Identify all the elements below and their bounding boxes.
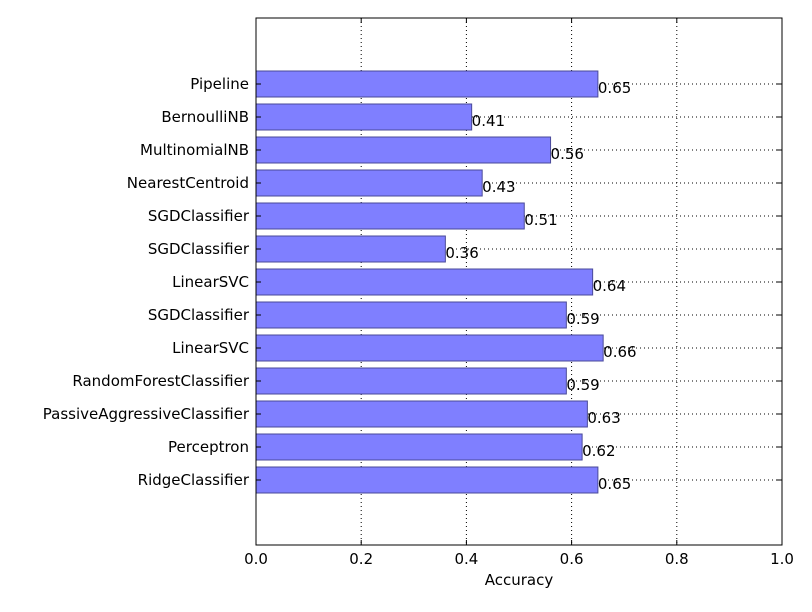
- x-axis-ticks: 0.0 0.2 0.4 0.6 0.8 1.0: [244, 18, 794, 568]
- bar-value-label: 0.66: [603, 343, 636, 361]
- bar: [255, 136, 552, 164]
- bar: [255, 466, 599, 494]
- x-tick-label: 0.0: [244, 550, 268, 568]
- bar: [255, 268, 594, 296]
- bar-value-label: 0.59: [566, 310, 599, 328]
- bar-value-label: 0.64: [593, 277, 626, 295]
- bar: [255, 400, 588, 428]
- bar: [255, 334, 604, 362]
- x-tick-label: 0.8: [665, 550, 689, 568]
- bar-value-label: 0.41: [472, 112, 505, 130]
- y-tick-label: MultinomialNB: [140, 141, 249, 159]
- bar-value-label: 0.65: [598, 79, 631, 97]
- bar: [255, 103, 473, 131]
- x-axis-title: Accuracy: [485, 571, 554, 589]
- y-tick-label: RidgeClassifier: [138, 471, 250, 489]
- y-tick-label: SGDClassifier: [148, 207, 250, 225]
- bar: [255, 235, 446, 263]
- bar-value-label: 0.59: [566, 376, 599, 394]
- value-labels: 0.65 0.41 0.56 0.43 0.51 0.36 0.64 0.590.660.59…: [445, 79, 636, 493]
- bar-value-label: 0.51: [524, 211, 557, 229]
- bar: [255, 169, 483, 197]
- bar-value-label: 0.63: [587, 409, 620, 427]
- y-tick-label: LinearSVC: [172, 339, 249, 357]
- bars: [255, 70, 604, 494]
- bar: [255, 202, 525, 230]
- bar: [255, 433, 583, 461]
- y-tick-label: RandomForestClassifier: [72, 372, 249, 390]
- bar-value-label: 0.36: [445, 244, 478, 262]
- bar: [255, 70, 599, 98]
- y-tick-label: SGDClassifier: [148, 240, 250, 258]
- bar: [255, 301, 567, 329]
- bar-value-label: 0.62: [582, 442, 615, 460]
- y-tick-label: PassiveAggressiveClassifier: [43, 405, 250, 423]
- y-tick-label: SGDClassifier: [148, 306, 250, 324]
- bar-value-label: 0.43: [482, 178, 515, 196]
- bar-value-label: 0.65: [598, 475, 631, 493]
- x-tick-label: 1.0: [770, 550, 794, 568]
- bar: [255, 367, 567, 395]
- y-tick-label: BernoulliNB: [161, 108, 249, 126]
- x-tick-label: 0.2: [349, 550, 373, 568]
- y-tick-label: NearestCentroid: [127, 174, 249, 192]
- x-tick-label: 0.4: [454, 550, 478, 568]
- x-tick-label: 0.6: [560, 550, 584, 568]
- bar-value-label: 0.56: [551, 145, 584, 163]
- y-axis-tick-labels: Pipeline BernoulliNB MultinomialNB NearestC…: [43, 75, 782, 489]
- y-tick-label: LinearSVC: [172, 273, 249, 291]
- y-tick-label: Perceptron: [168, 438, 249, 456]
- y-tick-label: Pipeline: [190, 75, 249, 93]
